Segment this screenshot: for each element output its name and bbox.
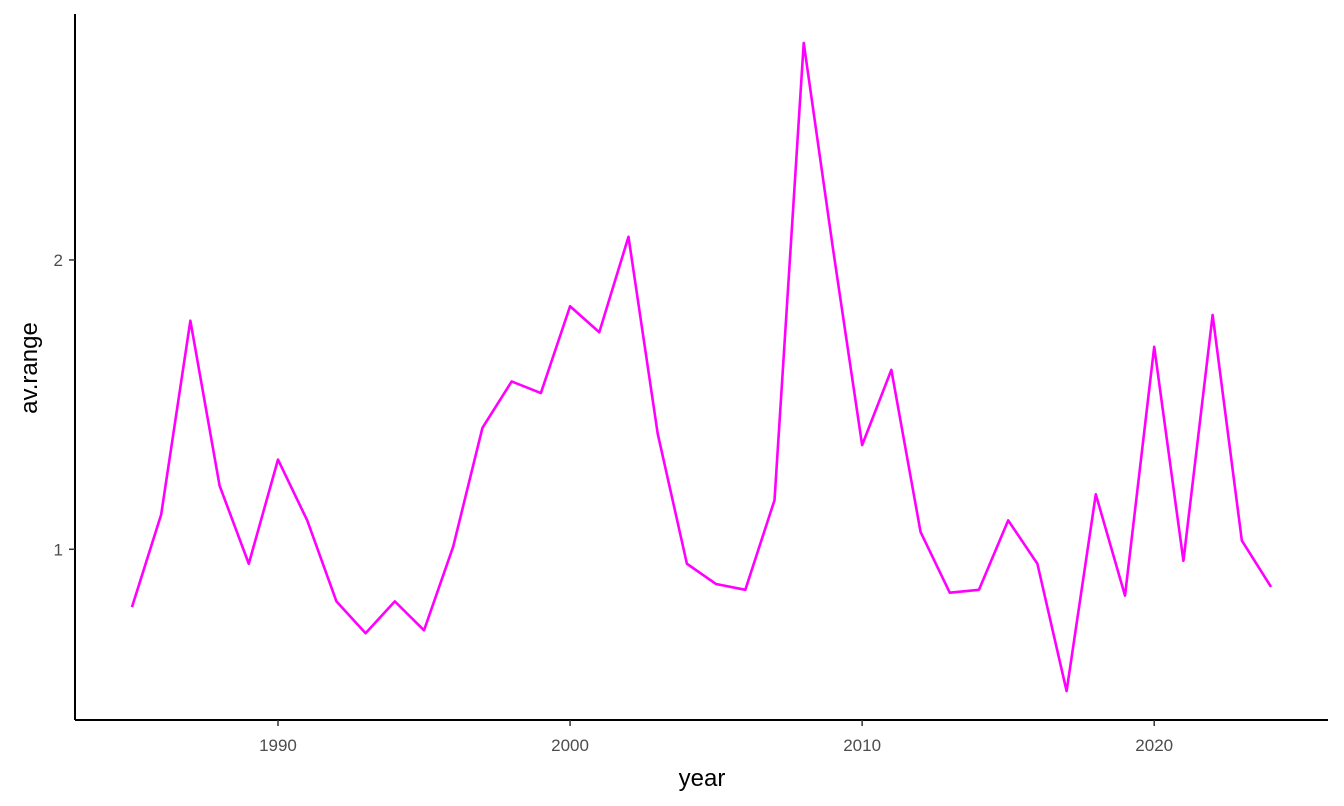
y-tick-label: 1 [54, 540, 63, 559]
plot-area [130, 41, 1273, 693]
axes: 1990 2000 2010 2020 1 2 [54, 14, 1328, 755]
x-tick-label: 2010 [843, 736, 881, 755]
x-tick-label: 2020 [1135, 736, 1173, 755]
y-tick-label: 2 [54, 251, 63, 270]
x-tick-label: 1990 [259, 736, 297, 755]
y-axis-title: av.range [16, 322, 43, 414]
x-tick-label: 2000 [551, 736, 589, 755]
x-axis-title: year [679, 765, 726, 792]
series-line-0 [130, 41, 1273, 693]
